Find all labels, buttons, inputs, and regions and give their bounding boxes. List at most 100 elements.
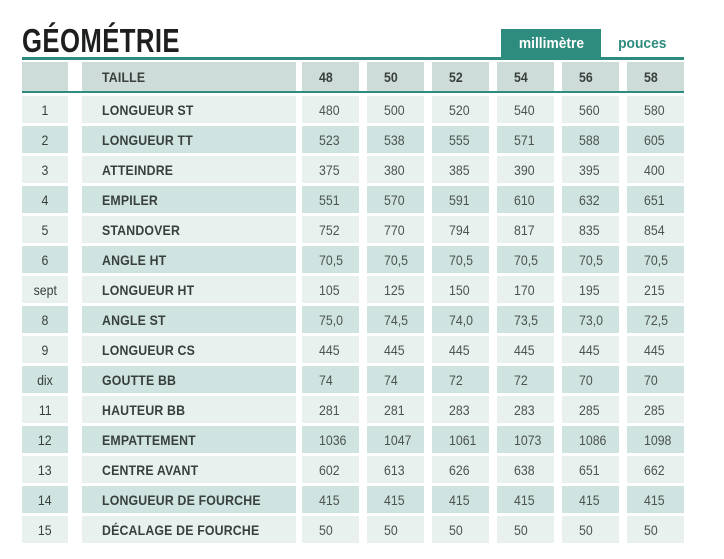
value-cell: 794 xyxy=(432,216,489,243)
size-col-header: 48 xyxy=(302,62,359,91)
value-cell: 73,5 xyxy=(497,306,554,333)
value-cell: 1061 xyxy=(432,426,489,453)
value-cell: 1086 xyxy=(562,426,619,453)
value-cell: 195 xyxy=(562,276,619,303)
value-cell: 74,0 xyxy=(432,306,489,333)
table-row: 11 HAUTEUR BB 281 281 283 283 285 285 xyxy=(22,396,684,423)
value-cell: 70,5 xyxy=(627,246,684,273)
geometry-table: TAILLE 48 50 52 54 56 58 1 LONGUEUR ST 480 500 520 5… xyxy=(22,62,684,543)
value-cell: 170 xyxy=(497,276,554,303)
value-cell: 520 xyxy=(432,96,489,123)
header-divider xyxy=(22,91,684,93)
row-number-cell: sept xyxy=(22,276,68,303)
value-cell: 390 xyxy=(497,156,554,183)
row-label-cell: EMPATTEMENT xyxy=(82,426,296,453)
value-cell: 445 xyxy=(627,336,684,363)
value-cell: 281 xyxy=(302,396,359,423)
row-label-cell: HAUTEUR BB xyxy=(82,396,296,423)
value-cell: 770 xyxy=(367,216,424,243)
value-cell: 285 xyxy=(627,396,684,423)
row-number-cell: 13 xyxy=(22,456,68,483)
value-cell: 72 xyxy=(432,366,489,393)
table-row: 3 ATTEINDRE 375 380 385 390 395 400 xyxy=(22,156,684,183)
value-cell: 73,0 xyxy=(562,306,619,333)
unit-tabs: millimètre pouces xyxy=(500,29,684,57)
value-cell: 445 xyxy=(432,336,489,363)
value-cell: 74,5 xyxy=(367,306,424,333)
value-cell: 70,5 xyxy=(497,246,554,273)
size-col-header: 54 xyxy=(497,62,554,91)
value-cell: 651 xyxy=(562,456,619,483)
value-cell: 415 xyxy=(627,486,684,513)
value-cell: 651 xyxy=(627,186,684,213)
row-number-cell: 15 xyxy=(22,516,68,543)
value-cell: 580 xyxy=(627,96,684,123)
tab-millimetre-label: millimètre xyxy=(518,34,584,52)
value-cell: 415 xyxy=(367,486,424,513)
value-cell: 70,5 xyxy=(302,246,359,273)
table-row: 15 DÉCALAGE DE FOURCHE 50 50 50 50 50 50 xyxy=(22,516,684,543)
value-cell: 70 xyxy=(627,366,684,393)
value-cell: 445 xyxy=(302,336,359,363)
value-cell: 415 xyxy=(432,486,489,513)
table-row: 1 LONGUEUR ST 480 500 520 540 560 580 xyxy=(22,96,684,123)
value-cell: 560 xyxy=(562,96,619,123)
row-number-cell: 4 xyxy=(22,186,68,213)
value-cell: 817 xyxy=(497,216,554,243)
value-cell: 415 xyxy=(302,486,359,513)
value-cell: 835 xyxy=(562,216,619,243)
row-label-cell: CENTRE AVANT xyxy=(82,456,296,483)
value-cell: 70 xyxy=(562,366,619,393)
value-cell: 752 xyxy=(302,216,359,243)
row-label-cell: LONGUEUR ST xyxy=(82,96,296,123)
value-cell: 385 xyxy=(432,156,489,183)
row-number-cell: 5 xyxy=(22,216,68,243)
value-cell: 555 xyxy=(432,126,489,153)
value-cell: 445 xyxy=(497,336,554,363)
page-title: GÉOMÉTRIE xyxy=(22,22,180,59)
value-cell: 105 xyxy=(302,276,359,303)
value-cell: 591 xyxy=(432,186,489,213)
value-cell: 70,5 xyxy=(432,246,489,273)
value-cell: 50 xyxy=(497,516,554,543)
row-label-cell: GOUTTE BB xyxy=(82,366,296,393)
table-header-row: TAILLE 48 50 52 54 56 58 xyxy=(22,62,684,91)
value-cell: 380 xyxy=(367,156,424,183)
table-row: sept LONGUEUR HT 105 125 150 170 195 215 xyxy=(22,276,684,303)
value-cell: 281 xyxy=(367,396,424,423)
value-cell: 70,5 xyxy=(562,246,619,273)
table-row: 12 EMPATTEMENT 1036 1047 1061 1073 1086 1098 xyxy=(22,426,684,453)
value-cell: 523 xyxy=(302,126,359,153)
row-label-cell: ATTEINDRE xyxy=(82,156,296,183)
value-cell: 588 xyxy=(562,126,619,153)
value-cell: 70,5 xyxy=(367,246,424,273)
row-label-cell: ANGLE HT xyxy=(82,246,296,273)
value-cell: 605 xyxy=(627,126,684,153)
table-row: dix GOUTTE BB 74 74 72 72 70 70 xyxy=(22,366,684,393)
row-label-cell: LONGUEUR HT xyxy=(82,276,296,303)
value-cell: 632 xyxy=(562,186,619,213)
topbar: GÉOMÉTRIE millimètre pouces xyxy=(22,0,684,57)
value-cell: 571 xyxy=(497,126,554,153)
value-cell: 283 xyxy=(432,396,489,423)
value-cell: 662 xyxy=(627,456,684,483)
value-cell: 613 xyxy=(367,456,424,483)
value-cell: 50 xyxy=(432,516,489,543)
size-col-header: 52 xyxy=(432,62,489,91)
value-cell: 445 xyxy=(562,336,619,363)
row-number-cell: 12 xyxy=(22,426,68,453)
tab-pouces[interactable]: pouces xyxy=(601,29,684,57)
value-cell: 283 xyxy=(497,396,554,423)
row-number-cell: 11 xyxy=(22,396,68,423)
row-label-cell: EMPILER xyxy=(82,186,296,213)
row-label-cell: LONGUEUR TT xyxy=(82,126,296,153)
tab-millimetre[interactable]: millimètre xyxy=(500,29,602,57)
value-cell: 395 xyxy=(562,156,619,183)
value-cell: 415 xyxy=(562,486,619,513)
value-cell: 215 xyxy=(627,276,684,303)
value-cell: 72 xyxy=(497,366,554,393)
value-cell: 74 xyxy=(367,366,424,393)
value-cell: 375 xyxy=(302,156,359,183)
row-number-cell: 2 xyxy=(22,126,68,153)
